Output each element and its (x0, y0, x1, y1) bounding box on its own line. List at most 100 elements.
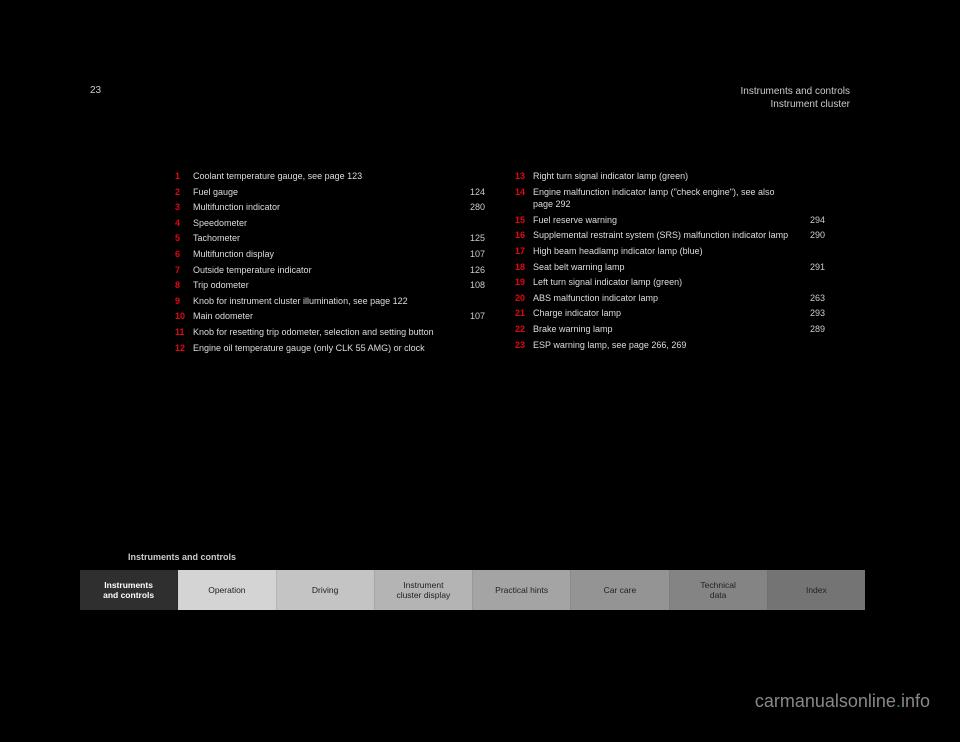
list-item: 7Outside temperature indicator126 (175, 264, 485, 277)
item-number: 21 (515, 307, 533, 320)
item-number: 18 (515, 261, 533, 274)
item-label: ABS malfunction indicator lamp (533, 292, 797, 305)
item-label: Trip odometer (193, 279, 457, 292)
item-number: 9 (175, 295, 193, 308)
nav-tab[interactable]: Practical hints (473, 570, 571, 610)
list-item: 2Fuel gauge124 (175, 186, 485, 199)
left-column: 1Coolant temperature gauge, see page 123… (175, 170, 485, 357)
item-page: 107 (457, 248, 485, 261)
item-label: ESP warning lamp, see page 266, 269 (533, 339, 797, 352)
item-page: 289 (797, 323, 825, 336)
item-page: 291 (797, 261, 825, 274)
list-item: 9Knob for instrument cluster illuminatio… (175, 295, 485, 308)
content-columns: 1Coolant temperature gauge, see page 123… (175, 170, 825, 357)
item-label: Fuel gauge (193, 186, 457, 199)
item-number: 7 (175, 264, 193, 277)
item-label: Main odometer (193, 310, 457, 323)
item-number: 2 (175, 186, 193, 199)
item-number: 11 (175, 326, 193, 339)
item-number: 12 (175, 342, 193, 355)
item-page: 280 (457, 201, 485, 214)
header-title: Instruments and controls (741, 85, 851, 98)
item-label: High beam headlamp indicator lamp (blue) (533, 245, 797, 258)
item-page: 290 (797, 229, 825, 242)
watermark-suffix: info (901, 691, 930, 711)
page-number: 23 (90, 85, 101, 96)
nav-tab[interactable]: Car care (571, 570, 669, 610)
list-item: 22Brake warning lamp289 (515, 323, 825, 336)
item-label: Seat belt warning lamp (533, 261, 797, 274)
nav-tab[interactable]: Operation (178, 570, 276, 610)
item-number: 15 (515, 214, 533, 227)
right-column: 13Right turn signal indicator lamp (gree… (515, 170, 825, 357)
section-title: Instruments and controls (128, 552, 236, 562)
list-item: 20ABS malfunction indicator lamp263 (515, 292, 825, 305)
watermark-text: carmanualsonline (755, 691, 896, 711)
item-number: 4 (175, 217, 193, 230)
item-label: Tachometer (193, 232, 457, 245)
list-item: 4Speedometer (175, 217, 485, 230)
page-header: Instruments and controls Instrument clus… (741, 85, 851, 111)
item-label: Speedometer (193, 217, 457, 230)
watermark: carmanualsonline.info (755, 691, 930, 712)
item-number: 20 (515, 292, 533, 305)
item-label: Charge indicator lamp (533, 307, 797, 320)
list-item: 17High beam headlamp indicator lamp (blu… (515, 245, 825, 258)
item-label: Left turn signal indicator lamp (green) (533, 276, 797, 289)
item-label: Brake warning lamp (533, 323, 797, 336)
list-item: 13Right turn signal indicator lamp (gree… (515, 170, 825, 183)
item-number: 1 (175, 170, 193, 183)
item-label: Supplemental restraint system (SRS) malf… (533, 229, 797, 242)
nav-tab[interactable]: Driving (277, 570, 375, 610)
item-page: 125 (457, 232, 485, 245)
list-item: 14Engine malfunction indicator lamp ("ch… (515, 186, 825, 211)
list-item: 3Multifunction indicator280 (175, 201, 485, 214)
list-item: 16Supplemental restraint system (SRS) ma… (515, 229, 825, 242)
item-page: 107 (457, 310, 485, 323)
list-item: 1Coolant temperature gauge, see page 123 (175, 170, 485, 183)
item-label: Multifunction display (193, 248, 457, 261)
item-page: 263 (797, 292, 825, 305)
list-item: 15Fuel reserve warning294 (515, 214, 825, 227)
item-number: 22 (515, 323, 533, 336)
list-item: 11Knob for resetting trip odometer, sele… (175, 326, 485, 339)
header-subtitle: Instrument cluster (741, 98, 851, 111)
list-item: 18Seat belt warning lamp291 (515, 261, 825, 274)
list-item: 23ESP warning lamp, see page 266, 269 (515, 339, 825, 352)
list-item: 5Tachometer125 (175, 232, 485, 245)
item-page: 126 (457, 264, 485, 277)
nav-tab[interactable]: Instrumentcluster display (375, 570, 473, 610)
item-number: 16 (515, 229, 533, 242)
item-number: 17 (515, 245, 533, 258)
nav-tab[interactable]: Index (768, 570, 865, 610)
item-number: 6 (175, 248, 193, 261)
item-number: 13 (515, 170, 533, 183)
manual-page: 23 Instruments and controls Instrument c… (80, 85, 865, 610)
list-item: 12Engine oil temperature gauge (only CLK… (175, 342, 485, 355)
item-label: Multifunction indicator (193, 201, 457, 214)
item-label: Knob for resetting trip odometer, select… (193, 326, 457, 339)
item-page: 108 (457, 279, 485, 292)
list-item: 10Main odometer107 (175, 310, 485, 323)
item-number: 14 (515, 186, 533, 199)
list-item: 21Charge indicator lamp293 (515, 307, 825, 320)
nav-tab[interactable]: Technicaldata (670, 570, 768, 610)
item-number: 8 (175, 279, 193, 292)
item-label: Outside temperature indicator (193, 264, 457, 277)
item-page: 294 (797, 214, 825, 227)
bottom-nav: Instrumentsand controlsOperationDrivingI… (80, 570, 865, 610)
item-page: 124 (457, 186, 485, 199)
item-label: Right turn signal indicator lamp (green) (533, 170, 797, 183)
item-label: Knob for instrument cluster illumination… (193, 295, 457, 308)
item-page: 293 (797, 307, 825, 320)
list-item: 6Multifunction display107 (175, 248, 485, 261)
item-number: 19 (515, 276, 533, 289)
item-number: 3 (175, 201, 193, 214)
item-number: 23 (515, 339, 533, 352)
list-item: 8Trip odometer108 (175, 279, 485, 292)
item-label: Coolant temperature gauge, see page 123 (193, 170, 457, 183)
list-item: 19Left turn signal indicator lamp (green… (515, 276, 825, 289)
item-label: Engine oil temperature gauge (only CLK 5… (193, 342, 457, 355)
item-number: 10 (175, 310, 193, 323)
nav-tab[interactable]: Instrumentsand controls (80, 570, 178, 610)
